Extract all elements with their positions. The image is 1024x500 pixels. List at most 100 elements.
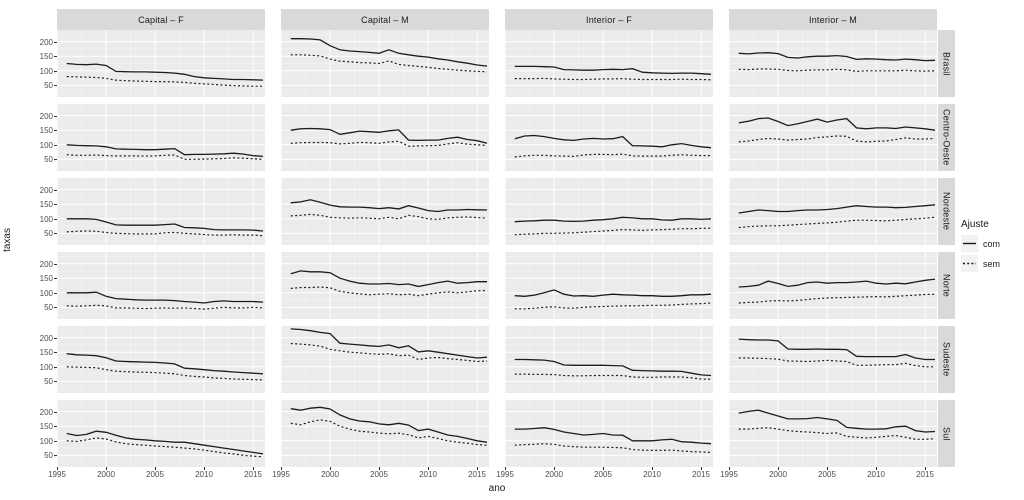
panel-plot xyxy=(280,178,489,245)
col-strip: Interior – F xyxy=(505,9,713,30)
facet-panel xyxy=(728,252,937,319)
panel-plot xyxy=(280,104,489,171)
solid-line-icon xyxy=(961,235,978,252)
x-tick-mark xyxy=(379,467,380,470)
y-tick-label: 100 xyxy=(39,141,53,150)
y-tick-mark xyxy=(54,278,57,279)
y-tick-mark xyxy=(54,293,57,294)
line-com xyxy=(514,358,712,377)
y-tick-mark xyxy=(54,426,57,427)
row-strip: Nordeste xyxy=(938,178,955,245)
panel-plot xyxy=(728,400,937,467)
legend-label-sem: sem xyxy=(983,258,1001,269)
y-tick-label: 50 xyxy=(44,451,53,460)
line-sem xyxy=(514,153,711,158)
line-sem xyxy=(738,216,936,229)
line-com xyxy=(66,218,264,232)
y-tick-mark xyxy=(54,190,57,191)
legend-item-com: com xyxy=(961,235,1000,252)
line-com xyxy=(290,328,488,359)
x-tick-label: 1995 xyxy=(496,470,514,479)
y-tick-label: 150 xyxy=(39,274,53,283)
y-tick-label: 200 xyxy=(39,112,53,121)
y-tick-mark xyxy=(54,264,57,265)
x-tick-label: 2010 xyxy=(195,470,213,479)
line-sem xyxy=(290,419,488,446)
facet-panel xyxy=(56,30,265,97)
facet-panel xyxy=(280,326,489,393)
facet-panel xyxy=(728,400,937,467)
panel-plot xyxy=(56,252,265,319)
x-tick-mark xyxy=(701,467,702,470)
line-sem xyxy=(290,286,487,297)
row-strip: Sudeste xyxy=(938,326,955,393)
line-com xyxy=(514,427,712,445)
y-tick-label: 200 xyxy=(39,186,53,195)
y-tick-label: 50 xyxy=(44,303,53,312)
y-tick-mark xyxy=(54,159,57,160)
legend: Ajuste com sem xyxy=(961,219,1000,272)
y-tick-mark xyxy=(54,116,57,117)
line-sem xyxy=(290,140,488,147)
x-tick-label: 2000 xyxy=(321,470,339,479)
y-tick-label: 100 xyxy=(39,363,53,372)
facet-panel xyxy=(504,30,713,97)
x-tick-label: 2005 xyxy=(146,470,164,479)
facet-panel xyxy=(504,252,713,319)
panel-plot xyxy=(728,326,937,393)
x-tick-mark xyxy=(729,467,730,470)
x-tick-label: 2000 xyxy=(97,470,115,479)
y-tick-mark xyxy=(54,85,57,86)
x-tick-label: 2015 xyxy=(916,470,934,479)
line-com xyxy=(290,38,488,67)
line-sem xyxy=(514,227,712,236)
y-tick-label: 50 xyxy=(44,229,53,238)
line-sem xyxy=(738,357,935,368)
line-sem xyxy=(738,427,936,440)
x-tick-label: 1995 xyxy=(720,470,738,479)
line-sem xyxy=(738,68,936,73)
facet-panel xyxy=(56,178,265,245)
x-tick-label: 2015 xyxy=(244,470,262,479)
x-tick-mark xyxy=(477,467,478,470)
panel-plot xyxy=(728,178,937,245)
x-tick-mark xyxy=(330,467,331,470)
x-tick-mark xyxy=(778,467,779,470)
x-tick-label: 2000 xyxy=(769,470,787,479)
line-sem xyxy=(514,443,712,453)
x-tick-mark xyxy=(106,467,107,470)
line-com xyxy=(738,409,936,433)
y-tick-mark xyxy=(54,307,57,308)
line-com xyxy=(738,278,936,288)
facet-panel xyxy=(728,326,937,393)
panel-plot xyxy=(280,252,489,319)
x-tick-mark xyxy=(925,467,926,470)
x-tick-label: 2015 xyxy=(468,470,486,479)
line-sem xyxy=(290,213,488,221)
x-tick-label: 2005 xyxy=(370,470,388,479)
y-tick-label: 150 xyxy=(39,52,53,61)
y-tick-label: 150 xyxy=(39,422,53,431)
line-com xyxy=(66,144,264,158)
panel-plot xyxy=(280,30,489,97)
facet-panel xyxy=(504,326,713,393)
y-tick-mark xyxy=(54,441,57,442)
x-tick-mark xyxy=(876,467,877,470)
y-tick-mark xyxy=(54,42,57,43)
line-com xyxy=(290,406,488,443)
x-tick-mark xyxy=(827,467,828,470)
panel-plot xyxy=(56,30,265,97)
y-tick-label: 200 xyxy=(39,408,53,417)
y-tick-label: 150 xyxy=(39,126,53,135)
panel-plot xyxy=(56,326,265,393)
col-strip: Capital – F xyxy=(57,9,265,30)
x-tick-label: 1995 xyxy=(48,470,66,479)
facet-panel xyxy=(56,104,265,171)
y-tick-mark xyxy=(54,352,57,353)
facet-panel xyxy=(504,104,713,171)
panel-plot xyxy=(728,252,937,319)
line-com xyxy=(66,353,264,375)
x-tick-mark xyxy=(57,467,58,470)
col-strip: Interior – M xyxy=(729,9,937,30)
panel-plot xyxy=(280,400,489,467)
